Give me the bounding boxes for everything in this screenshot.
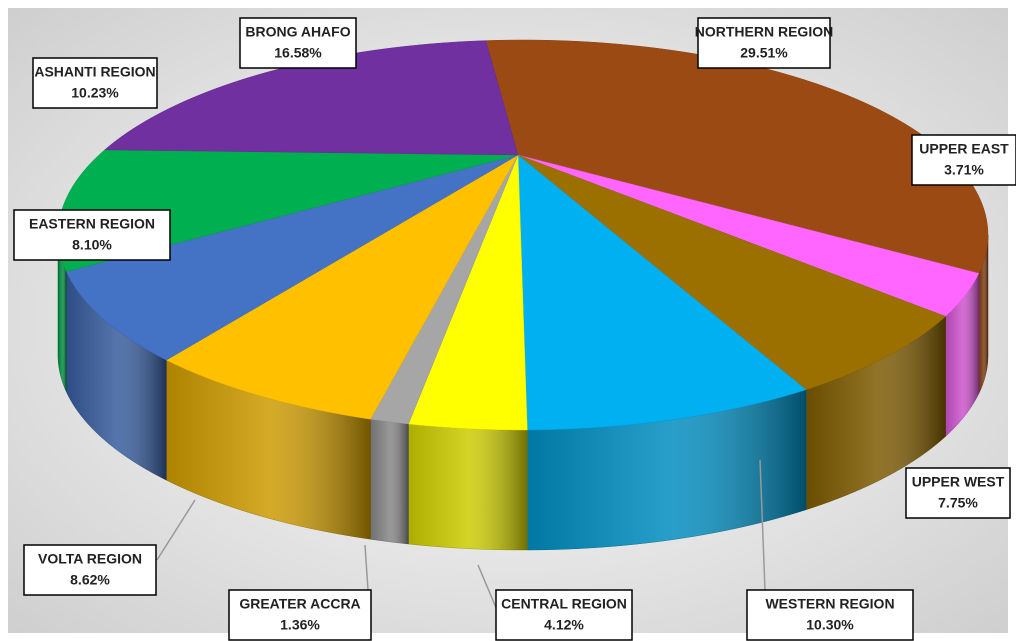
value-label: 8.62% — [70, 572, 110, 588]
slice-side-shade — [527, 389, 807, 550]
value-label: 10.23% — [71, 85, 119, 101]
category-label: UPPER WEST — [912, 474, 1005, 490]
leader-line — [477, 564, 498, 611]
value-label: 8.10% — [72, 237, 112, 253]
category-label: WESTERN REGION — [765, 596, 894, 612]
label-box — [905, 467, 1011, 519]
category-label: ASHANTI REGION — [34, 64, 155, 80]
category-label: UPPER EAST — [919, 141, 1009, 157]
labels: NORTHERN REGION 29.51% UPPER EAST 3.71% UPPE… — [13, 17, 1016, 641]
leader-line — [156, 499, 196, 561]
slice-side-shade — [66, 271, 167, 481]
category-label: NORTHERN REGION — [695, 24, 833, 40]
leader-line — [364, 544, 369, 591]
slice — [517, 154, 807, 431]
slice — [485, 39, 989, 274]
value-label: 29.51% — [740, 45, 788, 61]
slice — [165, 154, 519, 420]
slice-side-shade — [58, 235, 67, 392]
category-label: GREATER ACCRA — [239, 596, 360, 612]
leader-line — [759, 459, 766, 591]
slice-side-shade — [945, 273, 979, 437]
slice-side-shade — [978, 235, 988, 394]
category-label: CENTRAL REGION — [501, 596, 627, 612]
label-box — [911, 134, 1016, 186]
slice — [517, 154, 947, 390]
value-label: 7.75% — [938, 495, 978, 511]
label-box — [746, 589, 914, 641]
slice — [408, 154, 528, 431]
slice — [517, 154, 980, 317]
slice-side-shade — [806, 316, 946, 510]
slice-side-shade — [370, 419, 409, 544]
label-box — [228, 589, 372, 641]
pie-sides — [57, 234, 989, 551]
label-box — [697, 17, 831, 69]
slice — [104, 40, 519, 156]
category-label: BRONG AHAFO — [245, 24, 350, 40]
category-label: EASTERN REGION — [29, 216, 155, 232]
slice — [65, 154, 519, 361]
value-label: 4.12% — [544, 617, 584, 633]
label-box — [23, 544, 157, 596]
value-label: 3.71% — [944, 162, 984, 178]
label-box — [495, 589, 633, 641]
label-box — [32, 57, 158, 109]
value-label: 1.36% — [280, 617, 320, 633]
pie-tops — [57, 39, 989, 431]
value-label: 16.58% — [274, 45, 322, 61]
slice-side-shade — [408, 423, 528, 550]
category-label: VOLTA REGION — [38, 551, 142, 567]
value-label: 10.30% — [806, 617, 854, 633]
label-box — [239, 17, 357, 69]
slice-side-shade — [166, 360, 371, 540]
label-box — [13, 209, 171, 261]
